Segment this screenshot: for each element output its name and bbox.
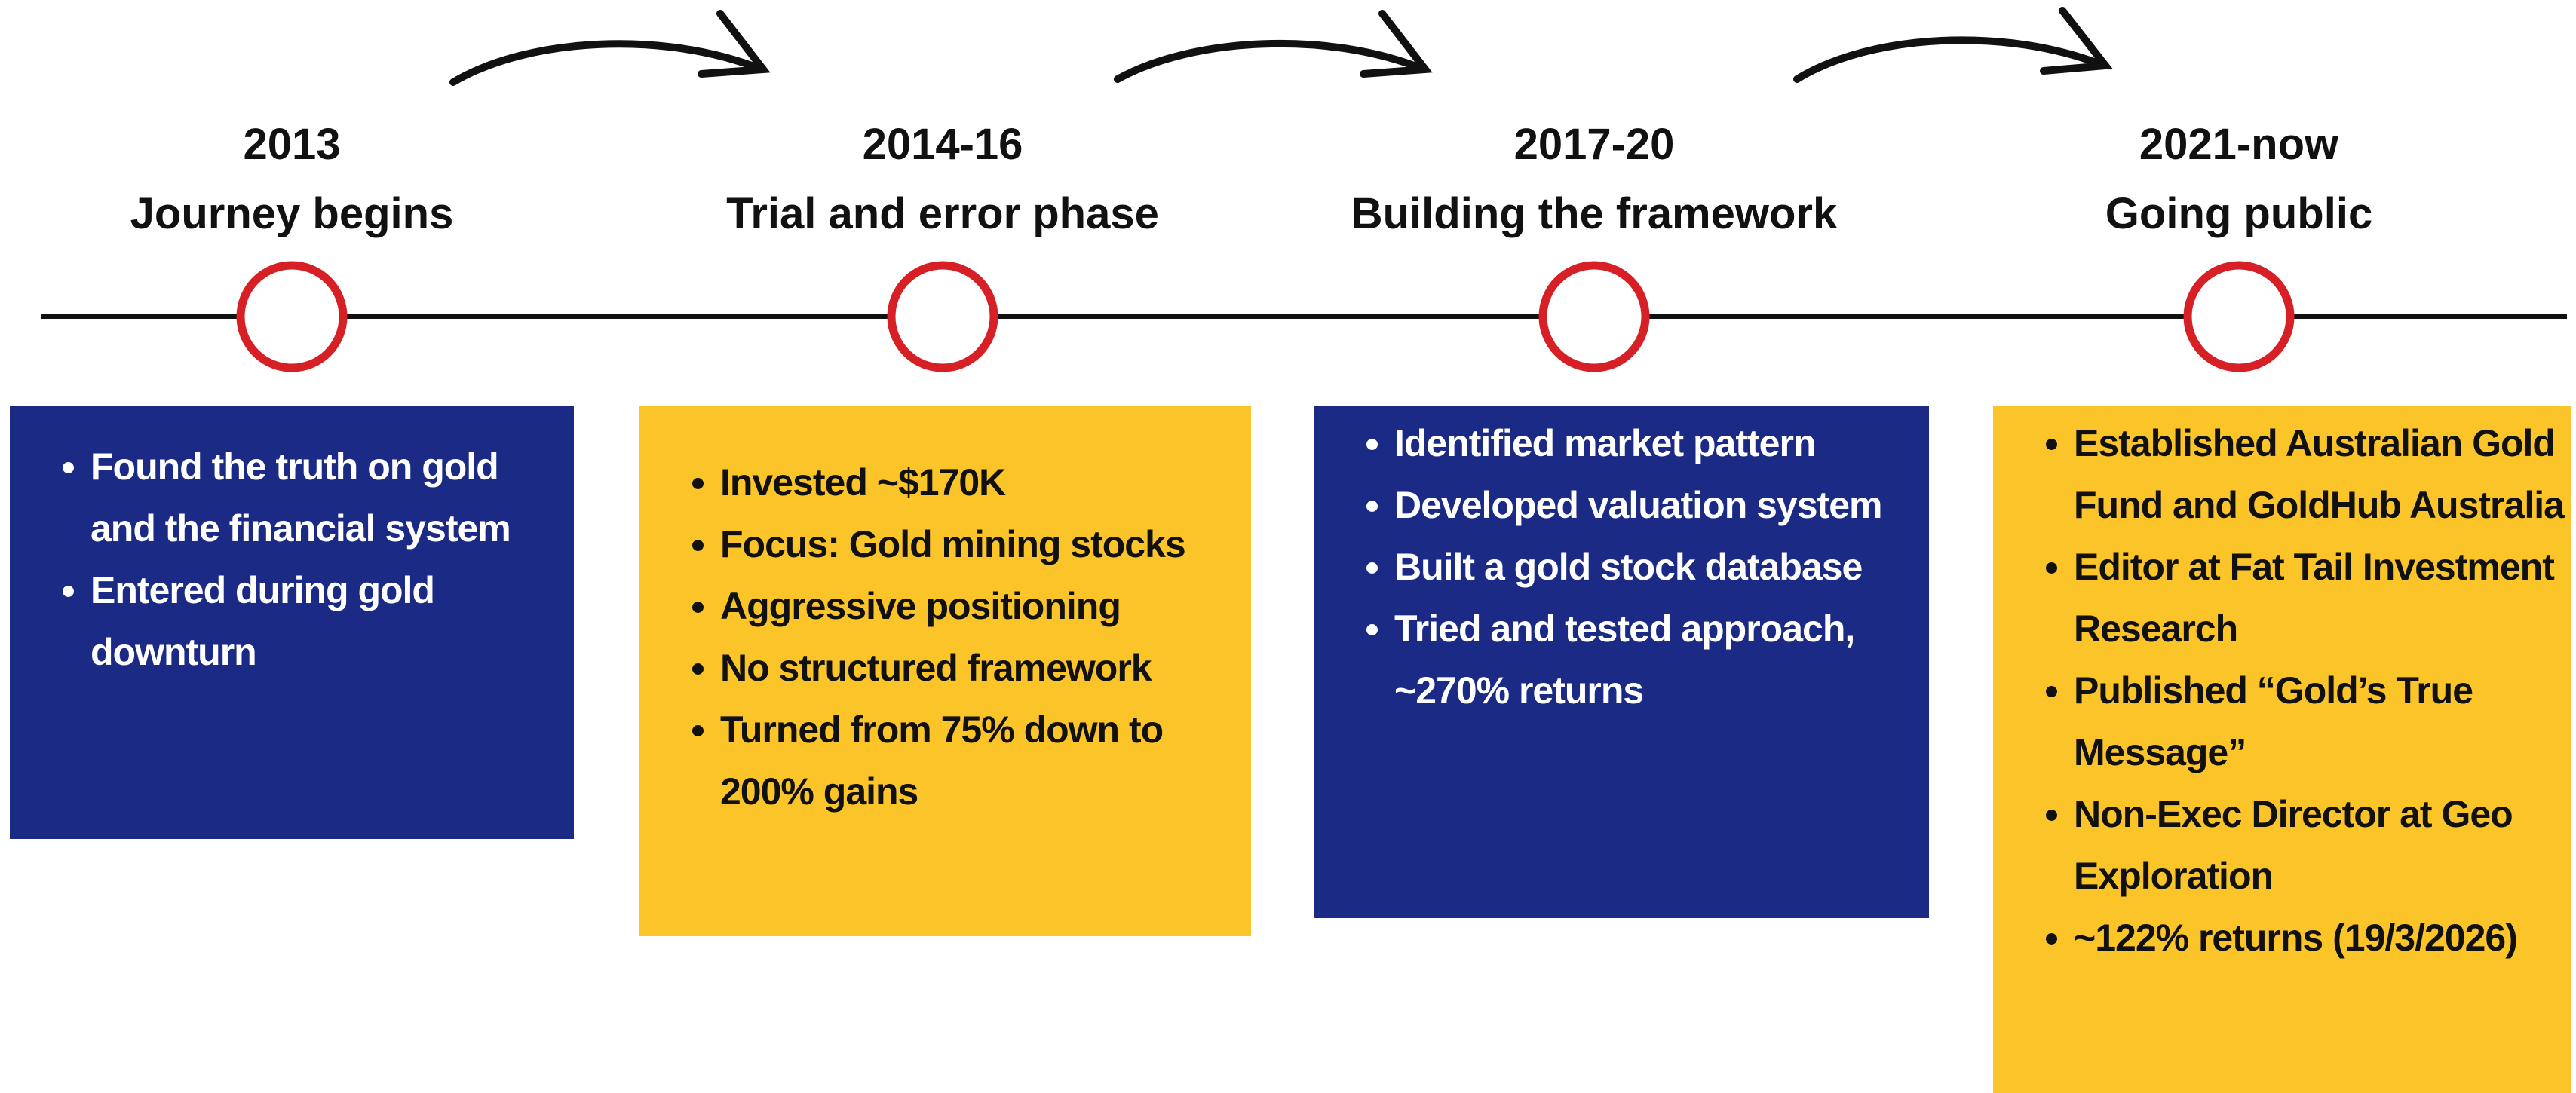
- arrow: [1793, 36, 2108, 83]
- bullet-list: Found the truth on gold and the financia…: [10, 436, 574, 683]
- phase-box: Established Australian Gold Fund and Gol…: [1993, 406, 2571, 1093]
- bullet: Entered during gold downturn: [90, 559, 566, 683]
- bullet: No structured framework: [720, 637, 1244, 699]
- bullet: Developed valuation system: [1394, 474, 1921, 536]
- bullet: Built a gold stock database: [1394, 536, 1921, 598]
- bullet: Non-Exec Director at Geo Exploration: [2074, 783, 2564, 907]
- bullet-list: Established Australian Gold Fund and Gol…: [1993, 412, 2571, 969]
- bullet: Aggressive positioning: [720, 575, 1244, 637]
- phase-year: 2014-16: [862, 120, 1023, 169]
- phase-year: 2021-now: [2139, 120, 2339, 169]
- bullet-list: Invested ~$170KFocus: Gold mining stocks…: [639, 452, 1251, 822]
- milestone-circle: [236, 261, 348, 372]
- bullet: Identified market pattern: [1394, 412, 1921, 474]
- phase-heading: 2014-16 Trial and error phase: [603, 110, 1282, 249]
- phase-box: Identified market patternDeveloped valua…: [1314, 406, 1929, 918]
- arrowhead: [698, 10, 771, 78]
- phase-box: Invested ~$170KFocus: Gold mining stocks…: [639, 406, 1251, 936]
- arrowhead: [2040, 7, 2113, 75]
- phase-box: Found the truth on gold and the financia…: [10, 406, 574, 839]
- bullet: Editor at Fat Tail Investment Research: [2074, 536, 2564, 660]
- milestone-circle: [887, 261, 998, 372]
- milestone-circle: [2183, 261, 2295, 372]
- bullet: Established Australian Gold Fund and Gol…: [2074, 412, 2565, 536]
- phase-year: 2017-20: [1513, 120, 1675, 169]
- bullet: Tried and tested approach, ~270% returns: [1394, 598, 1921, 721]
- phase-title: Building the framework: [1351, 189, 1838, 238]
- bullet: Published “Gold’s True Message”: [2074, 660, 2564, 783]
- bullet: Invested ~$170K: [720, 452, 1244, 513]
- arrow: [449, 40, 765, 86]
- phase-heading: 2013 Journey begins: [0, 110, 631, 249]
- arrow: [1114, 39, 1428, 83]
- milestone-circle: [1538, 261, 1650, 372]
- bullet-list: Identified market patternDeveloped valua…: [1314, 412, 1929, 721]
- phase-title: Trial and error phase: [726, 189, 1159, 238]
- bullet: Turned from 75% down to 200% gains: [720, 699, 1244, 822]
- phase-year: 2013: [243, 120, 341, 169]
- arrowhead: [1360, 10, 1433, 78]
- arrows: [449, 7, 2113, 86]
- bullet: ~122% returns (19/3/2026): [2074, 907, 2564, 969]
- bullet: Focus: Gold mining stocks: [720, 513, 1244, 575]
- phase-heading: 2017-20 Building the framework: [1255, 110, 1934, 249]
- phase-title: Going public: [2105, 189, 2373, 238]
- bullet: Found the truth on gold and the financia…: [90, 436, 566, 559]
- phase-heading: 2021-now Going public: [1900, 110, 2576, 249]
- phase-title: Journey begins: [130, 189, 454, 238]
